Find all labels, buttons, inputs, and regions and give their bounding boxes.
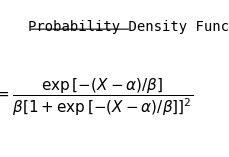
Text: Probability Density Function - 1: Probability Density Function - 1 — [28, 20, 229, 34]
Text: $f\left(X\right)=\dfrac{\exp\left[-(X-\alpha)/\beta\right]}{\beta\left[1+\exp\le: $f\left(X\right)=\dfrac{\exp\left[-(X-\a… — [0, 76, 194, 118]
